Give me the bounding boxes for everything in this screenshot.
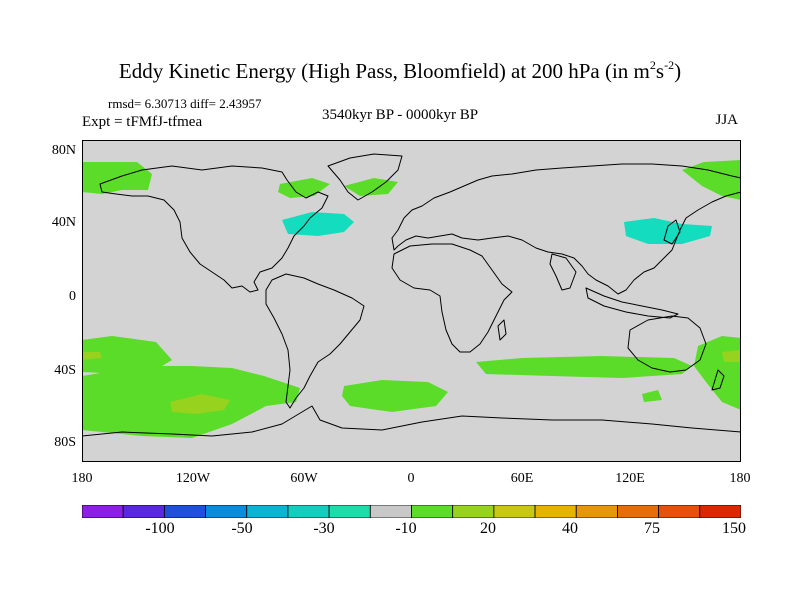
colorbar-label-2: -50 (231, 520, 253, 537)
negative-region-npacific-jet (624, 218, 712, 244)
colorbar-label-7: 75 (644, 520, 660, 537)
colorbar-label-4: -10 (395, 520, 417, 537)
coast-south-america (265, 273, 365, 409)
coast-antarctica (82, 405, 741, 462)
colorbar-box (328, 505, 371, 518)
coast-north-america (99, 165, 329, 293)
colorbar-box (163, 505, 206, 518)
positive-region-satlantic (342, 380, 448, 412)
map-frame (82, 140, 741, 462)
x-label-180w: 180 (71, 471, 93, 486)
coast-new-zealand (711, 369, 725, 391)
x-label-0: 0 (407, 471, 415, 486)
colorbar-box (534, 505, 577, 518)
coast-africa (391, 243, 513, 353)
positive-region-sw-pacific-core (82, 352, 102, 360)
period-label: 3540kyr BP - 0000kyr BP (321, 107, 479, 123)
colorbar-box (246, 505, 289, 518)
colorbar-box (575, 505, 618, 518)
x-label-60w: 60W (290, 471, 318, 486)
x-label-60e: 60E (510, 471, 534, 486)
coast-australia (627, 315, 707, 373)
colorbar-box (452, 505, 495, 518)
colorbar-box (617, 505, 660, 518)
positive-region-npacific-east (682, 160, 741, 200)
map-panel (82, 140, 741, 462)
colorbar-box (658, 505, 701, 518)
coast-greenland (327, 153, 403, 201)
colorbar-label-5: 20 (480, 520, 496, 537)
coastlines (82, 153, 741, 462)
positive-region-spacific (82, 336, 172, 374)
y-label-80n: 80N (51, 143, 76, 158)
coast-madagascar (497, 319, 507, 341)
positive-region-new-zealand (642, 390, 662, 402)
stats-text: rmsd= 6.30713 diff= 2.43957 (108, 96, 262, 111)
positive-region-spacific-core (170, 394, 230, 414)
plot-title: Eddy Kinetic Energy (High Pass, Bloomfie… (118, 58, 682, 83)
colorbar-label-1: -100 (145, 520, 175, 537)
experiment-label: Expt = tFMfJ-tfmea (82, 114, 203, 130)
positive-region-indian (476, 356, 692, 378)
y-label-40n: 40N (51, 215, 76, 230)
colorbar-box (493, 505, 536, 518)
coast-india (549, 253, 577, 291)
colorbar-box (205, 505, 248, 518)
x-label-120e: 120E (615, 471, 645, 486)
colorbar-box (287, 505, 330, 518)
colorbar-label-6: 40 (562, 520, 578, 537)
colorbar (82, 505, 741, 518)
colorbar-box (369, 505, 412, 518)
positive-region-tasman-core (722, 350, 741, 362)
colorbar-box (411, 505, 454, 518)
coast-japan (663, 219, 681, 245)
coast-eurasia (391, 163, 741, 295)
x-label-120w: 120W (175, 471, 211, 486)
colorbar-label-8: 150 (722, 520, 746, 537)
y-label-80s: 80S (54, 435, 76, 450)
season-label: JJA (715, 112, 738, 128)
y-label-40s: 40S (54, 363, 76, 378)
y-label-eq: 0 (69, 289, 76, 304)
colorbar-box (82, 505, 124, 518)
x-label-180e: 180 (729, 471, 751, 486)
colorbar-box (122, 505, 165, 518)
colorbar-box (699, 505, 741, 518)
colorbar-label-3: -30 (313, 520, 335, 537)
